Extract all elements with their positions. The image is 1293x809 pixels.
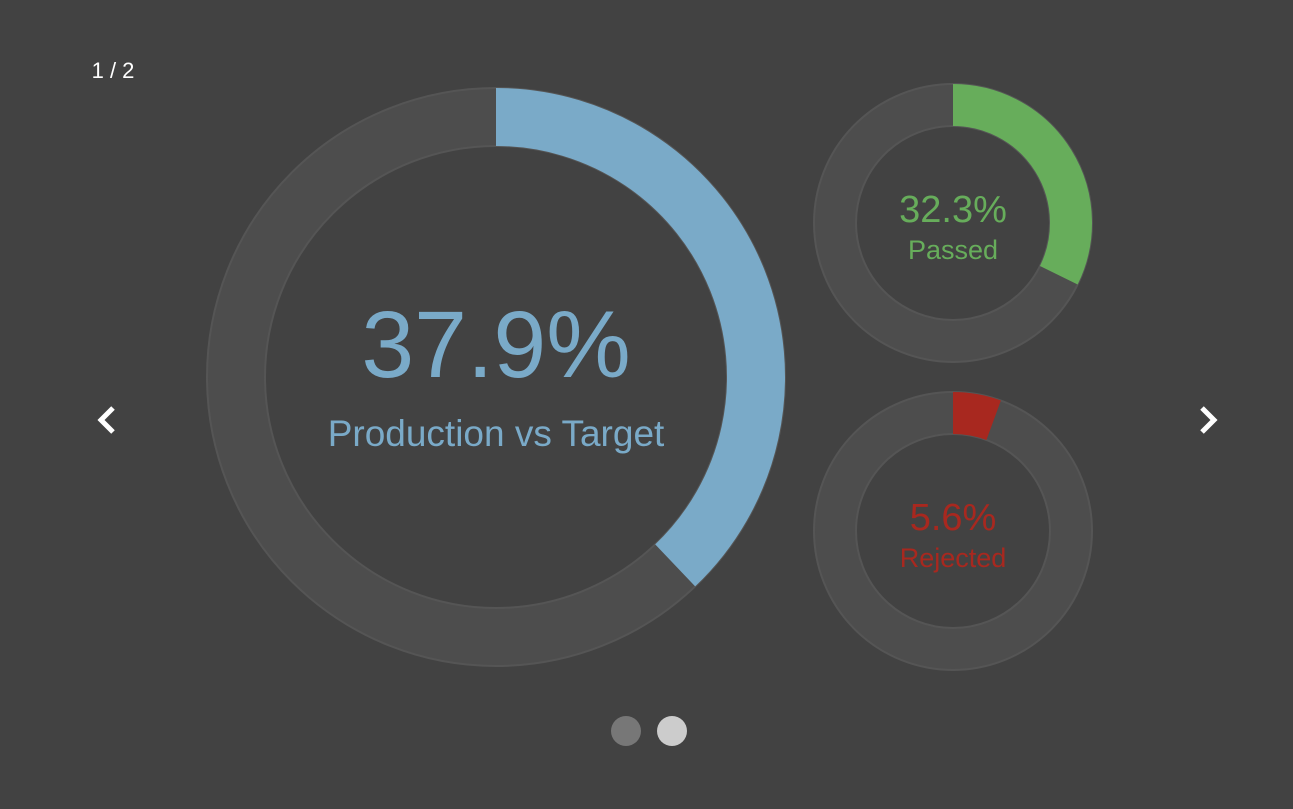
gauge-arc	[495, 88, 785, 587]
gauge-value-label: 5.6%	[910, 497, 997, 539]
prev-arrow[interactable]	[97, 406, 115, 434]
slide-counter: 1 / 2	[92, 58, 135, 83]
gauge-arc	[952, 84, 1092, 285]
page-dot[interactable]	[657, 716, 687, 746]
next-arrow[interactable]	[1200, 406, 1218, 434]
gauge-title: Production vs Target	[328, 413, 665, 454]
gauge-title: Rejected	[900, 543, 1007, 573]
gauge-arc	[952, 392, 1001, 441]
gauge-title: Passed	[908, 235, 998, 265]
gauge-value-label: 32.3%	[899, 189, 1007, 231]
gauge-value-label: 37.9%	[361, 292, 630, 398]
page-dot[interactable]	[611, 716, 641, 746]
